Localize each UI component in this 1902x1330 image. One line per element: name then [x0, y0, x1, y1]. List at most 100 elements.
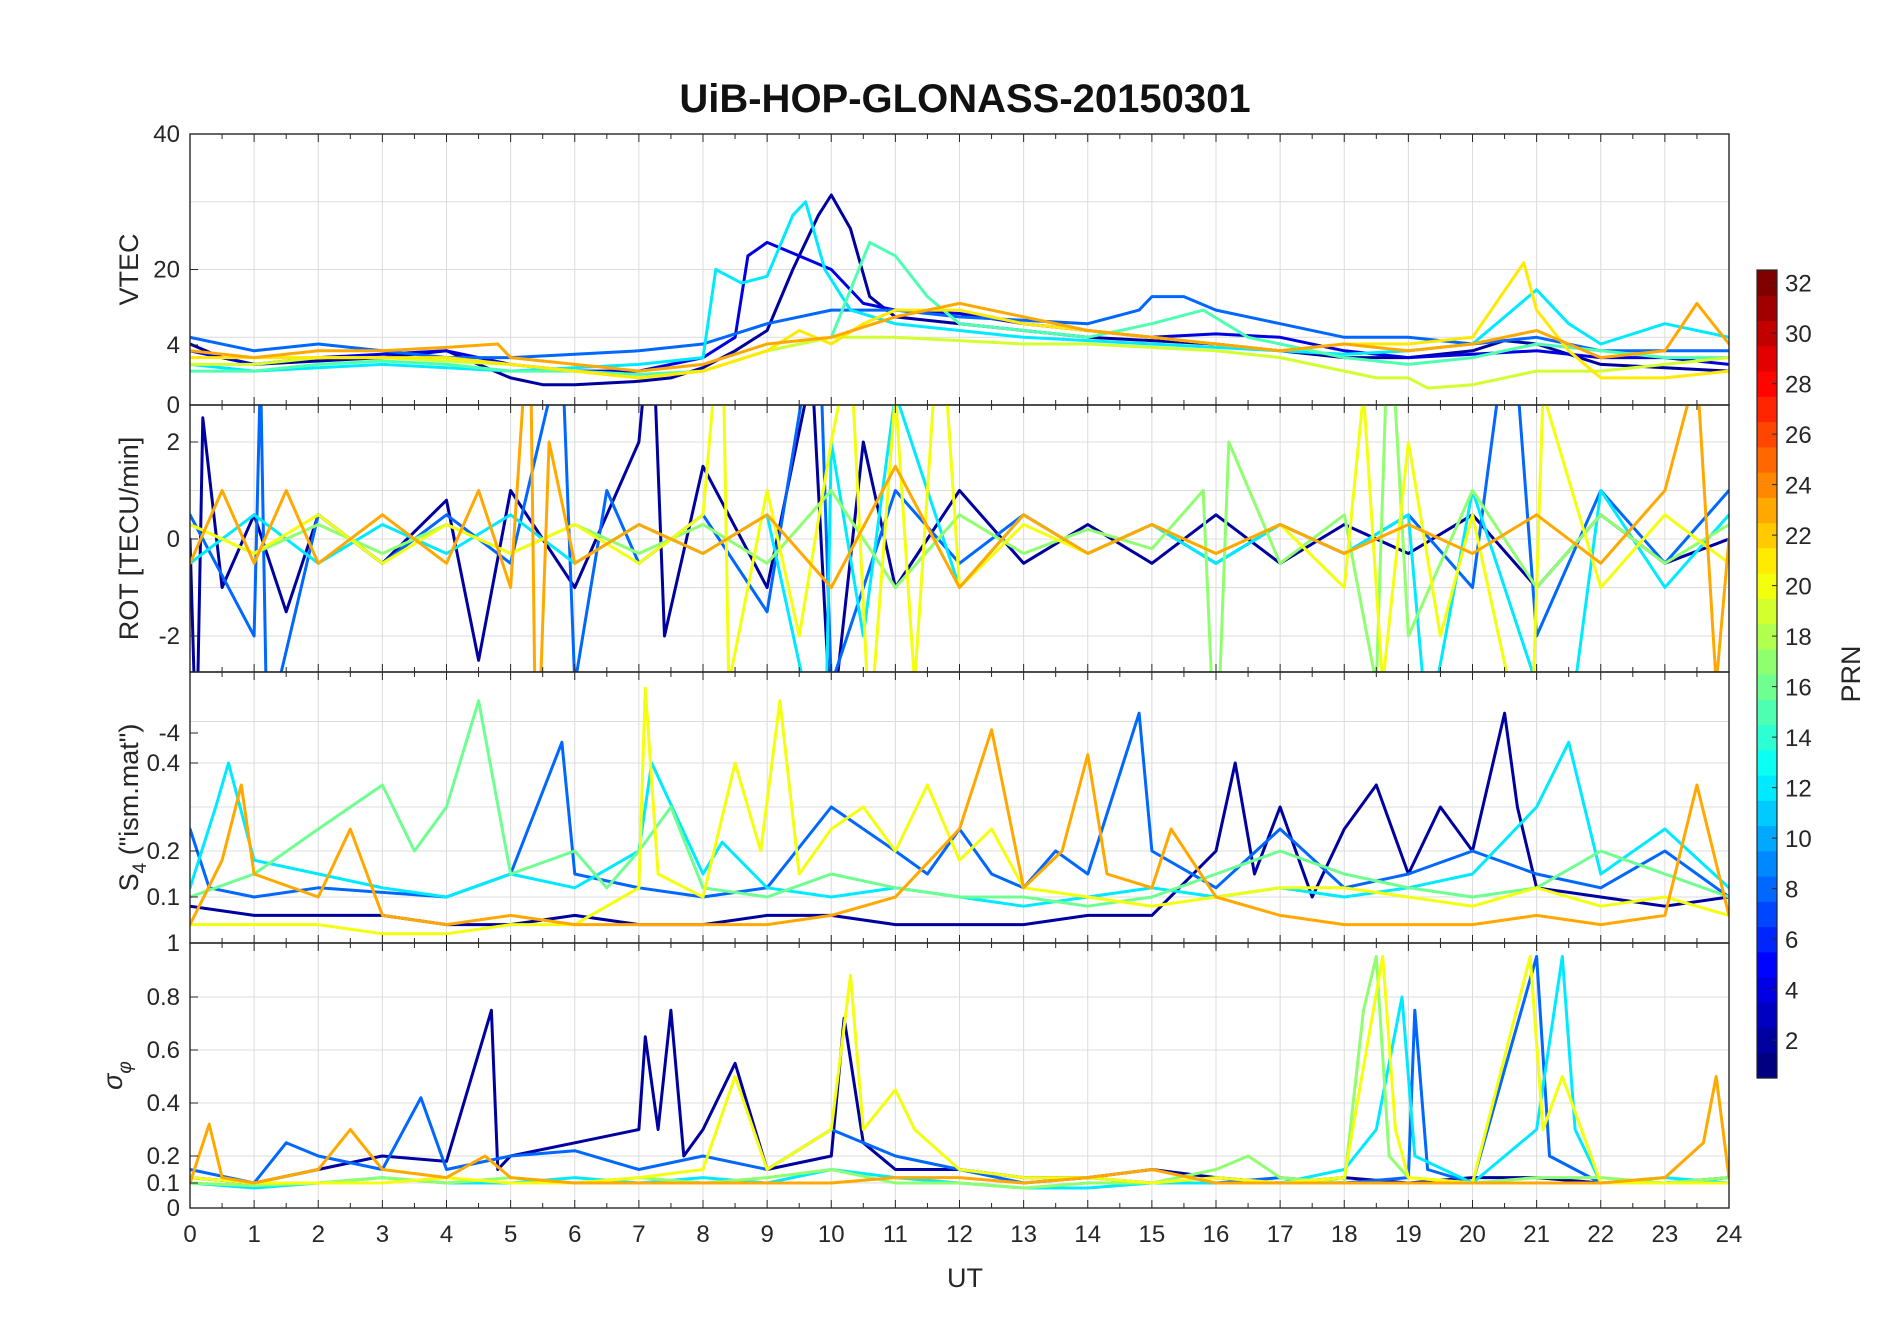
trace-prn-2	[190, 711, 1729, 927]
x-tick-label: 14	[1074, 1221, 1101, 1248]
trace-prn-20	[190, 686, 1729, 936]
traces-s4	[190, 686, 1729, 936]
colorbar-segment	[1757, 396, 1777, 423]
colorbar-tick-label: 32	[1785, 271, 1812, 298]
colorbar-tick-label: 30	[1785, 321, 1812, 348]
x-tick-labels: 0 1 2 3 4 5 6 7 8 9 10 11 12 13 14 15 16 17 18 19 20 21 22 23 24	[183, 1221, 1742, 1248]
colorbar-segment	[1757, 674, 1777, 700]
colorbar-segment	[1757, 648, 1777, 675]
x-axis-label: UT	[947, 1263, 983, 1293]
colorbar-tick-label: 10	[1785, 826, 1812, 853]
colorbar-segment	[1757, 623, 1777, 650]
colorbar-segment	[1757, 522, 1777, 549]
x-tick-label: 8	[696, 1221, 709, 1248]
colorbar-segment	[1757, 699, 1777, 726]
x-tick-label: 15	[1139, 1221, 1166, 1248]
y-tick-label: 0.1	[147, 884, 180, 911]
trace-prn-23	[190, 301, 1729, 373]
colorbar-tick-label: 24	[1785, 473, 1812, 500]
chart-title: UiB-HOP-GLONASS-20150301	[679, 77, 1250, 121]
y-axis-label: ROT [TECU/min]	[114, 437, 144, 641]
colorbar-segment	[1757, 547, 1777, 574]
colorbar-label: PRN	[1836, 645, 1866, 702]
x-tick-label: 9	[760, 1221, 773, 1248]
y-tick-label: 0.4	[147, 750, 180, 777]
traces-rot	[190, 405, 1729, 672]
y-tick-label: 40	[153, 121, 180, 148]
trace-prn-12	[190, 955, 1729, 1190]
colorbar-segment	[1757, 320, 1777, 347]
colorbar-tick-label: 16	[1785, 675, 1812, 702]
traces-vtec	[190, 193, 1729, 390]
y-tick-label: 0	[167, 392, 180, 419]
colorbar-tick-label: 6	[1785, 927, 1798, 954]
colorbar-segment	[1757, 800, 1777, 827]
colorbar-tick-label: 26	[1785, 422, 1812, 449]
colorbar-tick-label: 20	[1785, 574, 1812, 601]
panel-s4: 0.1 0.2 0.4S4 ("ism.mat")	[114, 671, 1730, 944]
y-axis-label: σφ	[98, 1061, 136, 1090]
trace-prn-16	[190, 699, 1729, 908]
colorbar-segment	[1757, 421, 1777, 448]
colorbar-tick-label: 14	[1785, 725, 1812, 752]
trace-prn-19	[190, 335, 1729, 390]
trace-prn-23	[190, 1075, 1729, 1185]
x-tick-label: 7	[632, 1221, 645, 1248]
y-tick-label: 0.1	[147, 1170, 180, 1197]
x-tick-label: 22	[1587, 1221, 1614, 1248]
y-tick-label: -4	[159, 720, 180, 747]
x-tick-label: 11	[883, 1221, 908, 1248]
x-tick-label: 1	[247, 1221, 260, 1248]
y-tick-label: 0.6	[147, 1037, 180, 1064]
colorbar-segment	[1757, 901, 1777, 928]
colorbar-segment	[1757, 825, 1777, 852]
colorbar-segment	[1757, 472, 1777, 498]
colorbar-segment	[1757, 1052, 1777, 1079]
trace-prn-20	[190, 405, 1729, 672]
trace-prn-21	[190, 261, 1729, 380]
colorbar-segment	[1757, 573, 1777, 599]
colorbar-tick-label: 22	[1785, 523, 1812, 550]
colorbar-tick-label: 2	[1785, 1028, 1798, 1055]
panel-vtec: 0 20 40 VTEC	[114, 121, 1730, 419]
y-tick-label: 0	[167, 526, 180, 553]
trace-prn-4	[190, 240, 1729, 373]
colorbar-segment	[1757, 749, 1777, 776]
x-tick-label: 10	[818, 1221, 845, 1248]
x-tick-label: 16	[1203, 1221, 1230, 1248]
x-tick-label: 0	[183, 1221, 196, 1248]
x-tick-label: 20	[1459, 1221, 1486, 1248]
colorbar-tick-label: 8	[1785, 877, 1798, 904]
y-tick-label: 0.2	[147, 838, 180, 865]
x-tick-label: 13	[1010, 1221, 1037, 1248]
x-tick-label: 3	[376, 1221, 389, 1248]
x-tick-label: 17	[1267, 1221, 1294, 1248]
colorbar-segment	[1757, 926, 1777, 953]
x-tick-label: 6	[568, 1221, 581, 1248]
colorbar-segment	[1757, 977, 1777, 1003]
colorbar-tick-label: 28	[1785, 372, 1812, 399]
y-tick-label: 0.2	[147, 1143, 180, 1170]
colorbar-segment	[1757, 876, 1777, 902]
x-tick-label: 4	[440, 1221, 453, 1248]
colorbar-tick-label: 4	[1785, 978, 1798, 1005]
x-tick-label: 12	[946, 1221, 973, 1248]
panel-sigma: 00.10.2 0.4 0.6 0.8 1 σφ	[98, 930, 1730, 1222]
colorbar-segment	[1757, 497, 1777, 524]
colorbar-segment	[1757, 1027, 1777, 1054]
colorbar-segment	[1757, 598, 1777, 625]
x-tick-label: 19	[1395, 1221, 1422, 1248]
y-axis-label: S4 ("ism.mat")	[114, 724, 151, 892]
x-tick-label: 18	[1331, 1221, 1358, 1248]
colorbar-segment	[1757, 270, 1777, 296]
trace-prn-8	[190, 295, 1729, 360]
colorbar-segment	[1757, 775, 1777, 801]
panel-rot: -4 -2 0 2 4 ROT [TECU/min]	[114, 332, 1730, 747]
colorbar-segment	[1757, 1002, 1777, 1029]
colorbar-segment	[1757, 724, 1777, 751]
trace-prn-20	[190, 955, 1729, 1185]
colorbar-segment	[1757, 951, 1777, 978]
